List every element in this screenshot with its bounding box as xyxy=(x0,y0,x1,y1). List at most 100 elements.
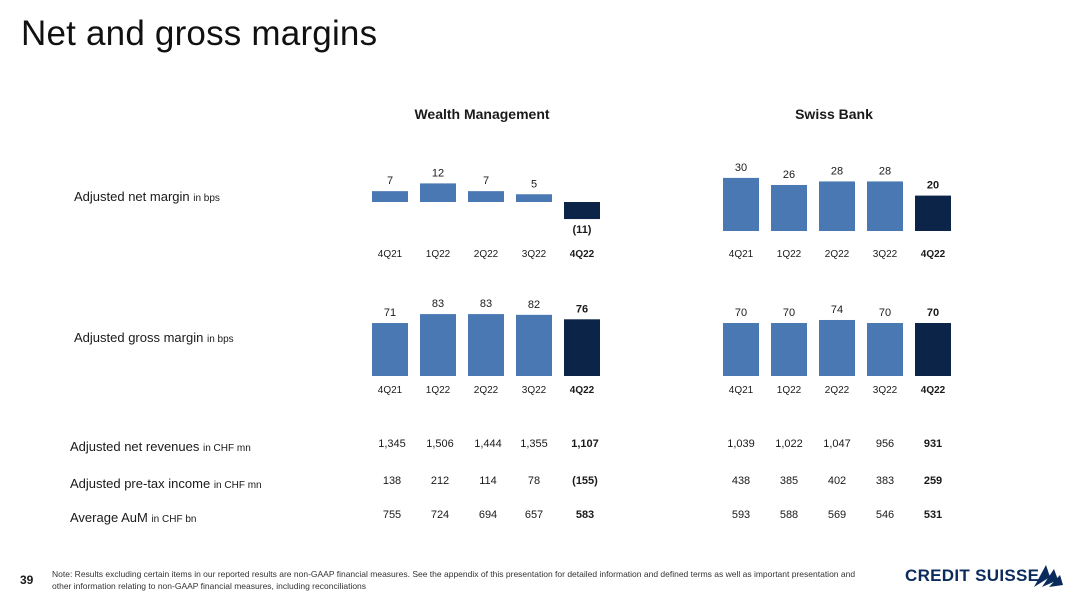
table-cell-sb-net-revenues-3q22: 956 xyxy=(875,438,895,450)
tick-label-sb-net-4q21: 4Q21 xyxy=(729,249,754,260)
row-label-aum-text: Average AuM xyxy=(70,510,148,525)
bar-sb-net-1q22 xyxy=(771,184,807,231)
tick-label-sb-gross-3q22: 3Q22 xyxy=(873,385,898,396)
data-label-wm-gross-4q22: 76 xyxy=(576,303,588,315)
tick-label-sb-net-4q22: 4Q22 xyxy=(921,249,946,260)
table-cell-wm-aum-2q22: 694 xyxy=(478,509,498,521)
table-cell-sb-aum-4q22: 531 xyxy=(923,509,943,521)
data-label-sb-gross-2q22: 74 xyxy=(831,304,843,316)
table-cell-sb-aum-1q22: 588 xyxy=(779,509,799,521)
table-cell-sb-pretax-income-2q22: 402 xyxy=(827,475,847,487)
table-cell-wm-net-revenues-1q22: 1,506 xyxy=(426,438,454,450)
data-label-wm-net-3q22: 5 xyxy=(531,178,537,190)
table-cell-wm-net-revenues-4q21: 1,345 xyxy=(378,438,406,450)
data-label-wm-net-4q21: 7 xyxy=(387,175,393,187)
table-cell-wm-pretax-income-3q22: 78 xyxy=(527,475,541,487)
data-label-wm-gross-2q22: 83 xyxy=(480,298,492,310)
bar-wm-gross-2q22 xyxy=(468,314,504,376)
data-label-sb-net-4q21: 30 xyxy=(735,162,747,174)
data-label-sb-net-4q22: 20 xyxy=(927,180,939,192)
table-cell-wm-net-revenues-4q22: 1,107 xyxy=(571,438,599,450)
table-cell-sb-pretax-income-4q22: 259 xyxy=(923,475,943,487)
table-cell-wm-aum-4q22: 583 xyxy=(575,509,595,521)
tick-label-sb-net-2q22: 2Q22 xyxy=(825,249,850,260)
table-cell-sb-net-revenues-4q22: 931 xyxy=(923,438,943,450)
bar-wm-net-3q22 xyxy=(516,194,552,202)
bar-sb-gross-3q22 xyxy=(867,323,903,376)
table-cell-sb-aum-4q21: 593 xyxy=(731,509,751,521)
tick-label-wm-gross-1q22: 1Q22 xyxy=(426,385,451,396)
tick-label-sb-gross-4q21: 4Q21 xyxy=(729,385,754,396)
credit-suisse-logo: CREDIT SUISSE xyxy=(905,563,1065,589)
row-label-net-revenues-text: Adjusted net revenues xyxy=(70,439,200,454)
data-label-sb-net-3q22: 28 xyxy=(879,165,891,177)
bar-sb-net-3q22 xyxy=(867,181,903,231)
bar-wm-net-4q22 xyxy=(564,202,600,220)
tick-label-wm-net-3q22: 3Q22 xyxy=(522,249,547,260)
tick-label-sb-gross-4q22: 4Q22 xyxy=(921,385,946,396)
data-label-wm-gross-3q22: 82 xyxy=(528,299,540,311)
table-cell-sb-aum-3q22: 546 xyxy=(875,509,895,521)
data-label-wm-net-1q22: 12 xyxy=(432,167,444,179)
table-cell-wm-net-revenues-2q22: 1,444 xyxy=(474,438,502,450)
row-label-net-revenues-unit: in CHF mn xyxy=(203,443,251,454)
data-label-sb-gross-4q22: 70 xyxy=(927,307,939,319)
table-cell-wm-pretax-income-4q22: (155) xyxy=(572,475,598,487)
bar-sb-net-4q22 xyxy=(915,195,951,231)
bar-sb-gross-2q22 xyxy=(819,319,855,376)
row-label-net-margin: Adjusted net margin in bps xyxy=(74,189,220,204)
row-label-gross-margin: Adjusted gross margin in bps xyxy=(74,330,234,345)
tick-label-sb-gross-2q22: 2Q22 xyxy=(825,385,850,396)
row-label-net-revenues: Adjusted net revenues in CHF mn xyxy=(70,439,251,454)
bar-sb-net-4q21 xyxy=(723,177,759,231)
bar-wm-net-4q21 xyxy=(372,191,408,202)
tick-label-sb-net-3q22: 3Q22 xyxy=(873,249,898,260)
row-label-gross-margin-unit: in bps xyxy=(206,334,234,345)
table-cell-sb-pretax-income-3q22: 383 xyxy=(875,475,895,487)
page-title: Net and gross margins xyxy=(21,14,378,53)
tick-label-wm-gross-4q21: 4Q21 xyxy=(378,385,403,396)
row-label-net-margin-text: Adjusted net margin xyxy=(74,189,190,204)
bar-wm-net-1q22 xyxy=(420,183,456,202)
bar-sb-gross-4q22 xyxy=(915,323,951,376)
table-cell-wm-aum-1q22: 724 xyxy=(430,509,450,521)
data-label-wm-gross-1q22: 83 xyxy=(432,298,444,310)
table-cell-wm-pretax-income-2q22: 114 xyxy=(479,475,497,487)
tick-label-wm-gross-2q22: 2Q22 xyxy=(474,385,499,396)
data-label-sb-gross-3q22: 70 xyxy=(879,307,891,319)
tick-label-wm-net-4q21: 4Q21 xyxy=(378,249,403,260)
panel-title-swiss-bank: Swiss Bank xyxy=(795,106,873,122)
row-label-pretax-income-unit: in CHF mn xyxy=(213,480,262,491)
table-cell-wm-net-revenues-3q22: 1,355 xyxy=(520,438,548,450)
bar-sb-gross-1q22 xyxy=(771,323,807,376)
sails-icon xyxy=(1034,565,1063,587)
row-label-net-margin-unit: in bps xyxy=(193,193,220,204)
table-cell-wm-pretax-income-1q22: 212 xyxy=(430,475,450,487)
table-cell-wm-aum-4q21: 755 xyxy=(382,509,402,521)
panel-title-wealth-management: Wealth Management xyxy=(414,106,550,122)
bar-wm-net-2q22 xyxy=(468,191,504,202)
tick-label-wm-net-4q22: 4Q22 xyxy=(570,249,595,260)
row-label-pretax-income: Adjusted pre-tax income in CHF mn xyxy=(70,476,262,491)
table-cell-wm-aum-3q22: 657 xyxy=(524,509,544,521)
data-label-sb-net-2q22: 28 xyxy=(831,165,843,177)
data-label-sb-net-1q22: 26 xyxy=(783,169,795,181)
bar-sb-net-2q22 xyxy=(819,181,855,231)
bar-wm-gross-3q22 xyxy=(516,314,552,376)
table-cell-sb-net-revenues-1q22: 1,022 xyxy=(775,438,803,450)
row-label-gross-margin-text: Adjusted gross margin xyxy=(74,330,204,345)
row-label-pretax-income-text: Adjusted pre-tax income xyxy=(70,476,211,491)
tick-label-wm-net-2q22: 2Q22 xyxy=(474,249,499,260)
logo-wordmark: CREDIT SUISSE xyxy=(905,566,1040,585)
table-cell-sb-aum-2q22: 569 xyxy=(827,509,847,521)
data-label-wm-gross-4q21: 71 xyxy=(384,307,396,319)
data-label-sb-gross-4q21: 70 xyxy=(735,307,747,319)
row-label-aum: Average AuM in CHF bn xyxy=(70,510,196,525)
row-label-aum-unit: in CHF bn xyxy=(151,514,197,525)
table-cell-sb-pretax-income-1q22: 385 xyxy=(779,475,799,487)
page-number: 39 xyxy=(20,573,34,587)
bar-wm-gross-1q22 xyxy=(420,314,456,376)
table-cell-wm-pretax-income-4q21: 138 xyxy=(382,475,402,487)
bar-wm-gross-4q22 xyxy=(564,319,600,376)
